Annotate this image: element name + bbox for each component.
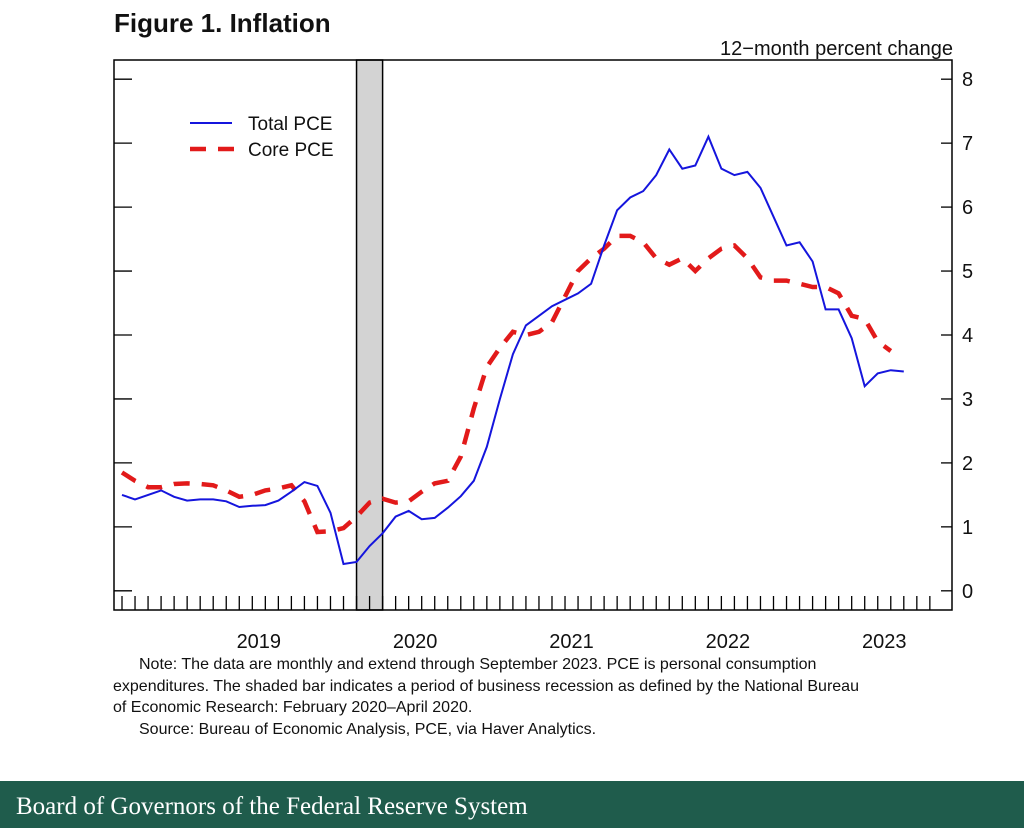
note-line: expenditures. The shaded bar indicates a… <box>113 677 859 695</box>
y-tick-label: 7 <box>962 133 973 155</box>
x-tick-label: 2019 <box>237 631 282 650</box>
recession-bar <box>355 59 384 611</box>
series-line-total-pce <box>121 134 904 566</box>
note-line: Note: The data are monthly and extend th… <box>139 656 817 673</box>
x-tick-label: 2023 <box>862 631 907 650</box>
x-tick-label: 2021 <box>549 631 594 650</box>
x-tick-label: 2020 <box>393 631 438 650</box>
note-line: of Economic Research: February 2020–Apri… <box>113 699 473 716</box>
y-tick-label: 4 <box>962 325 973 347</box>
plot-frame <box>113 59 953 611</box>
y-tick-label: 2 <box>962 453 973 475</box>
axis-ticks: 0 1 2 3 4 5 6 7 8 2019 2020 2021 2022 2023 <box>114 69 973 650</box>
footer-text: Board of Governors of the Federal Reserv… <box>16 793 528 820</box>
x-tick-label: 2022 <box>706 631 751 650</box>
series-line-core-pce <box>120 233 893 535</box>
y-tick-label: 1 <box>962 517 973 539</box>
inflation-chart: 0 1 2 3 4 5 6 7 8 2019 2020 2021 2022 2023 12−month p… <box>113 38 973 650</box>
y-tick-label: 8 <box>962 69 973 91</box>
source-line: Source: Bureau of Economic Analysis, PCE… <box>139 720 597 738</box>
y-tick-label: 5 <box>962 261 973 283</box>
legend-label-total-pce: Total PCE <box>248 114 332 135</box>
legend: Total PCE Core PCE <box>190 114 334 161</box>
y-tick-label: 6 <box>962 197 973 219</box>
footer-banner: Board of Governors of the Federal Reserv… <box>0 781 1024 828</box>
figure-title: Figure 1. Inflation <box>114 8 331 38</box>
y-tick-label: 3 <box>962 389 973 411</box>
legend-label-core-pce: Core PCE <box>248 140 334 161</box>
y-axis-label: 12−month percent change <box>720 38 953 60</box>
y-tick-label: 0 <box>962 581 973 603</box>
figure-notes: Note: The data are monthly and extend th… <box>113 654 983 740</box>
